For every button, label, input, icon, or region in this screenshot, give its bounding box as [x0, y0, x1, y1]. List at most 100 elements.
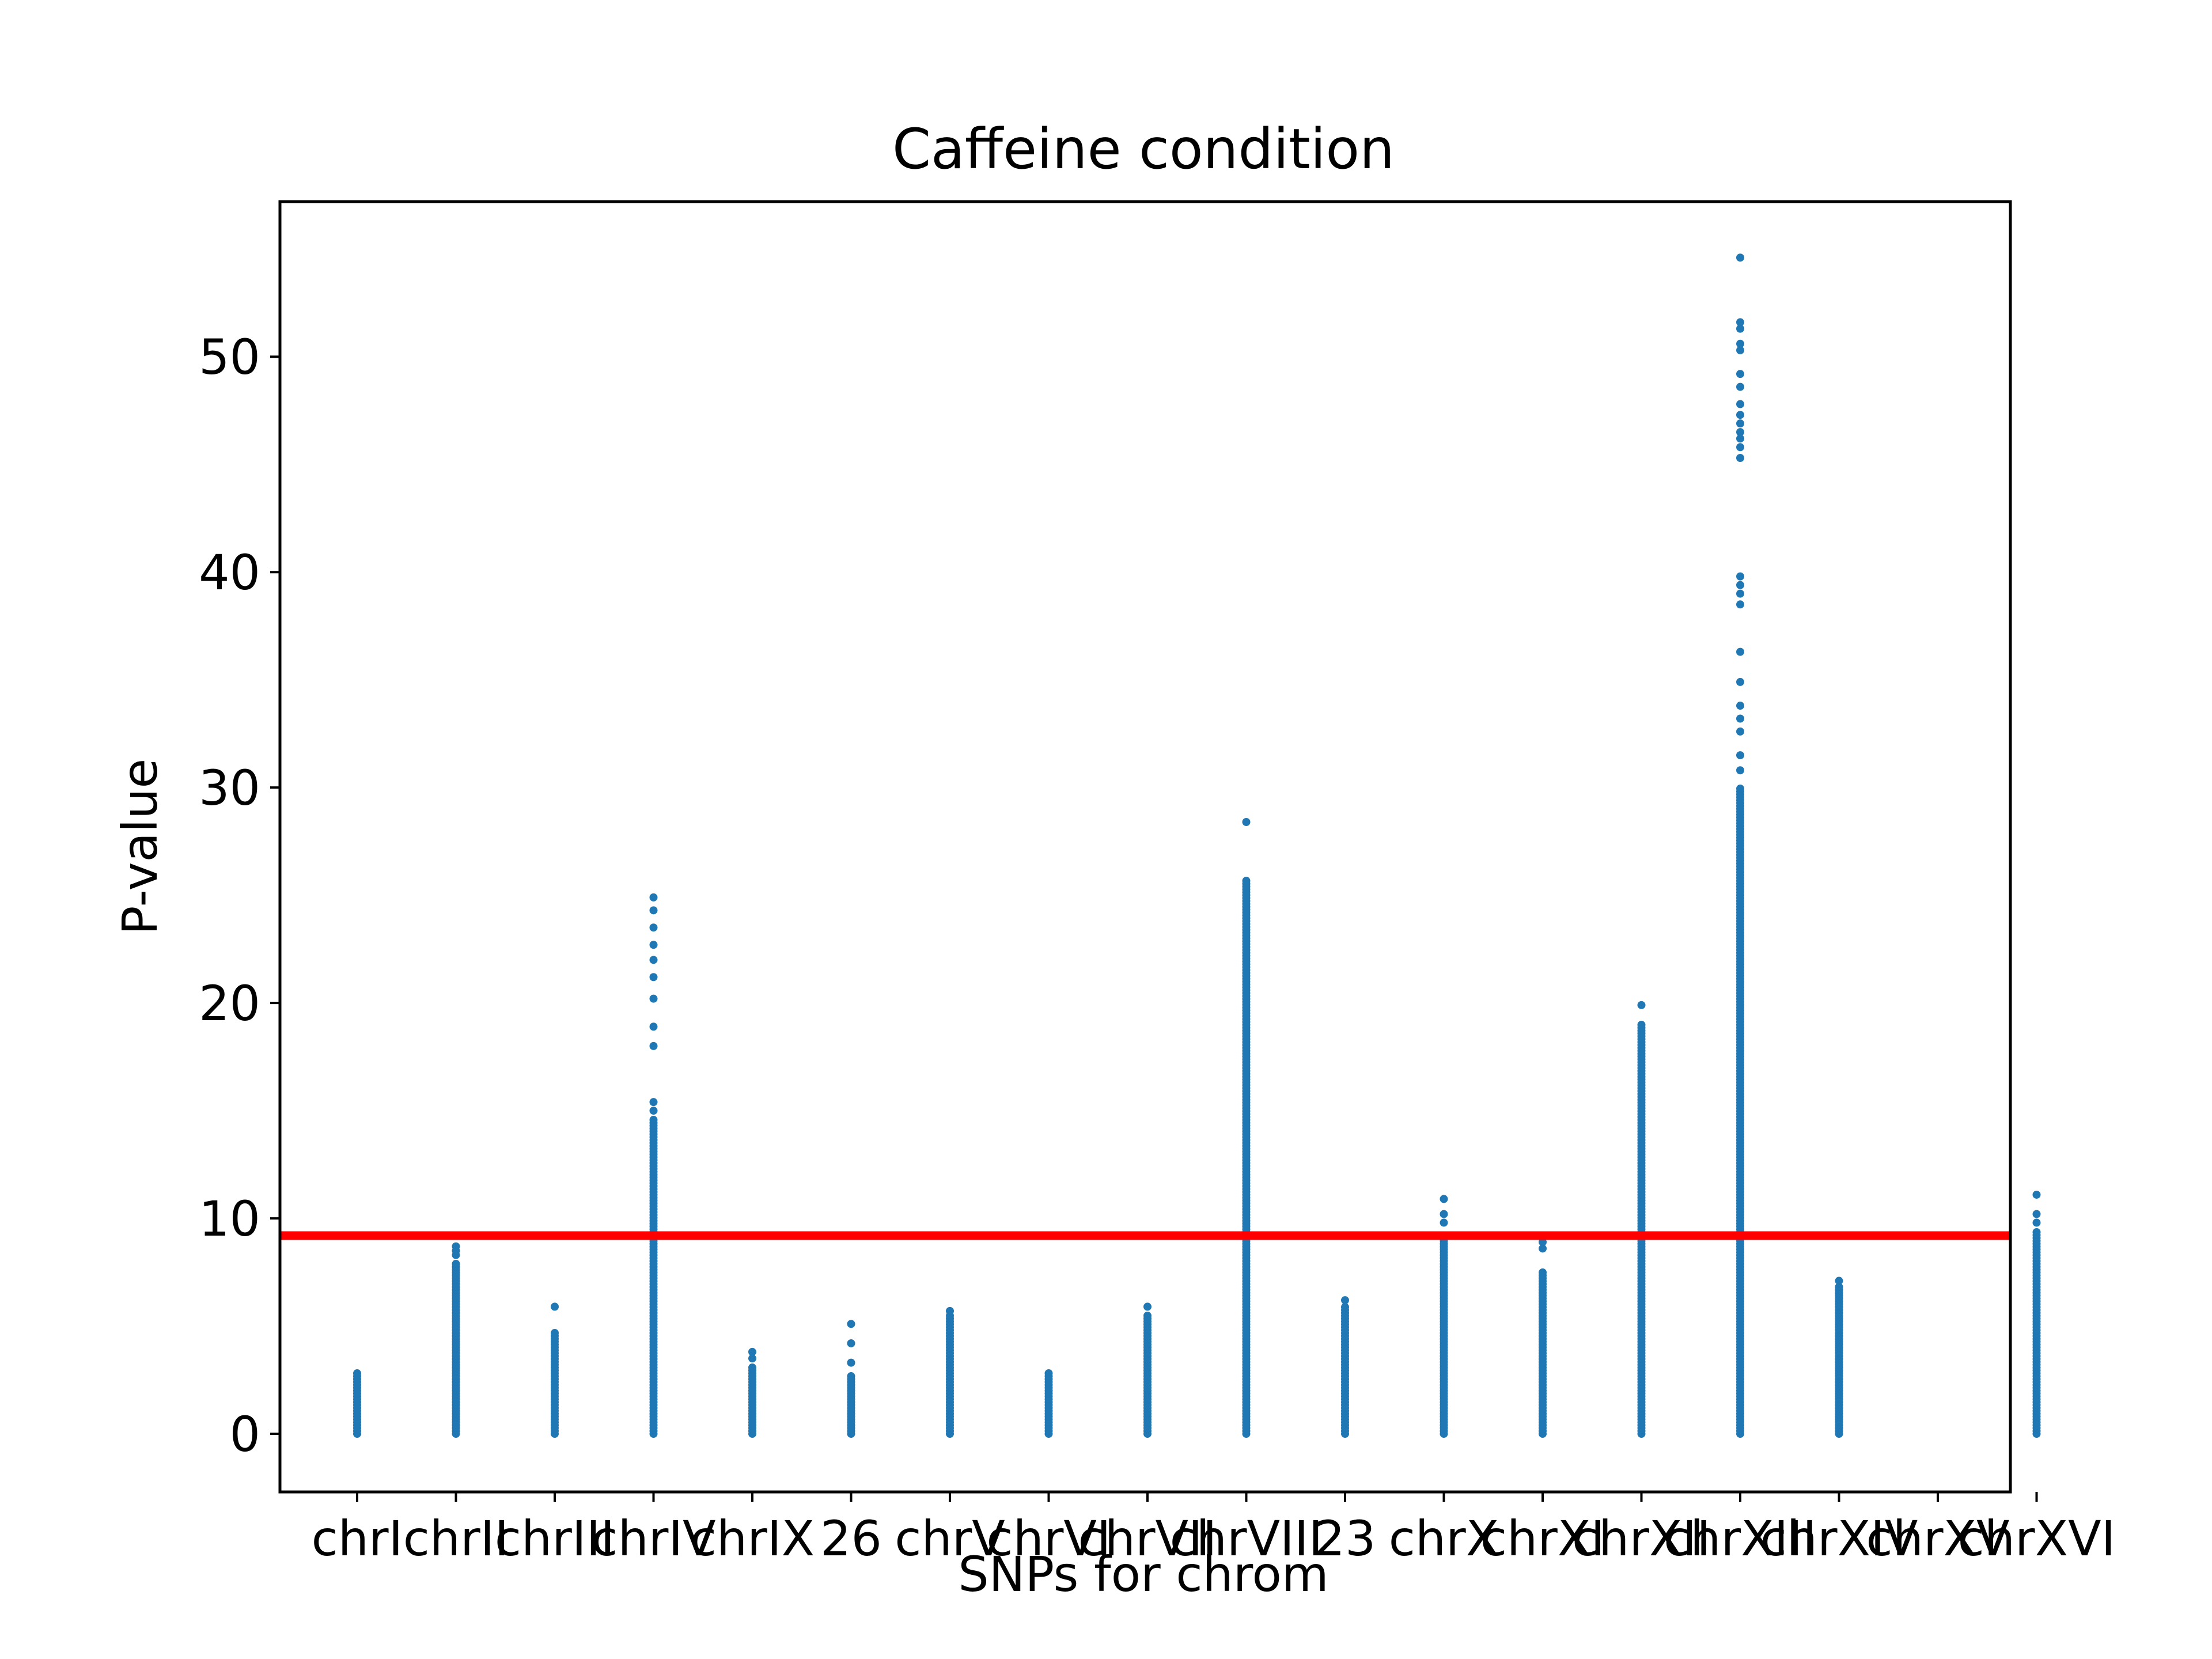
x-tick-label: chrXII	[1572, 1510, 1711, 1567]
x-tick-label: chrVII	[1078, 1510, 1217, 1567]
x-tick-label: chrI	[312, 1510, 403, 1567]
data-point	[1736, 346, 1744, 355]
data-point	[847, 1358, 855, 1367]
data-point	[1736, 443, 1744, 452]
data-point	[551, 1302, 559, 1311]
x-tick-label: chrXIV	[1760, 1510, 1918, 1567]
data-point	[1736, 253, 1744, 262]
x-tick-label: chrXV	[1866, 1510, 2010, 1567]
data-point	[1440, 1218, 1448, 1227]
data-point	[1736, 370, 1744, 378]
data-point	[649, 1098, 658, 1107]
data-point	[748, 1347, 756, 1356]
data-point	[1736, 702, 1744, 710]
data-point	[649, 1107, 658, 1115]
x-tick-label: 26	[820, 1510, 882, 1567]
data-point	[1242, 817, 1251, 826]
x-tick-label: chrIII	[495, 1510, 615, 1567]
data-point	[1440, 1210, 1448, 1218]
data-point	[847, 1339, 855, 1347]
data-point	[1736, 727, 1744, 736]
data-point	[2032, 1228, 2041, 1237]
y-axis: 0 10 20 30 40 50	[199, 329, 280, 1463]
data-point	[1736, 714, 1744, 723]
x-axis-label: SNPs for chrom	[958, 1546, 1328, 1603]
snp-column-chrVI	[1044, 1369, 1053, 1438]
x-tick-label: chrXI	[1480, 1510, 1605, 1567]
data-point	[649, 956, 658, 964]
data-point	[1736, 751, 1744, 760]
data-point	[649, 1022, 658, 1031]
snp-column-chrVII	[1143, 1302, 1152, 1438]
snp-column-chrXIV	[1835, 1277, 1843, 1438]
data-point	[1736, 677, 1744, 686]
data-point	[1341, 1303, 1349, 1312]
data-point	[452, 1260, 460, 1268]
data-point	[649, 1041, 658, 1050]
snp-column-23	[1341, 1296, 1349, 1438]
chart-title: Caffeine condition	[892, 117, 1395, 181]
data-point	[1736, 411, 1744, 419]
y-tick-label: 40	[199, 544, 260, 601]
x-tick-label: chrXVI	[1958, 1510, 2116, 1567]
data-point	[847, 1320, 855, 1328]
data-point	[748, 1363, 756, 1372]
snp-column-chrXII	[1637, 1001, 1646, 1438]
x-tick-label: chrIX	[690, 1510, 815, 1567]
data-point	[2032, 1218, 2041, 1227]
snp-column-chrV	[946, 1306, 954, 1438]
data-point	[748, 1354, 756, 1363]
data-point	[2032, 1190, 2041, 1199]
data-point	[1143, 1302, 1152, 1311]
snp-column-chrXVI	[2032, 1190, 2041, 1438]
x-tick-label: chrIV	[591, 1510, 715, 1567]
data-point	[1736, 324, 1744, 333]
x-tick-label: chrII	[403, 1510, 509, 1567]
data-point	[1835, 1277, 1843, 1285]
y-tick-label: 0	[230, 1406, 260, 1463]
data-point	[649, 941, 658, 949]
data-point	[1736, 600, 1744, 609]
y-tick-label: 20	[199, 975, 260, 1032]
data-point	[1736, 572, 1744, 581]
data-point	[649, 973, 658, 982]
data-point	[1637, 1021, 1646, 1029]
x-tick-label: chrVIII	[1170, 1510, 1323, 1567]
snp-column-chrII	[452, 1242, 460, 1438]
y-tick-label: 50	[199, 329, 260, 385]
data-point	[1242, 877, 1251, 885]
x-tick-label: chrXIII	[1664, 1510, 1817, 1567]
data-point	[649, 994, 658, 1003]
data-point	[1736, 454, 1744, 463]
data-point	[1736, 589, 1744, 598]
data-point	[353, 1369, 361, 1378]
snp-column-chrVIII	[1242, 817, 1251, 1438]
data-point	[649, 1116, 658, 1124]
snp-column-26	[847, 1320, 855, 1438]
data-point	[1736, 766, 1744, 775]
snp-column-chrIII	[551, 1302, 559, 1438]
y-tick-label: 10	[199, 1191, 260, 1247]
data-point	[649, 893, 658, 902]
x-tick-label: chrX	[1389, 1510, 1499, 1567]
data-point	[551, 1329, 559, 1338]
data-point	[1736, 647, 1744, 656]
data-point	[1835, 1283, 1843, 1291]
snp-column-chrI	[353, 1369, 361, 1438]
data-point	[1341, 1296, 1349, 1305]
data-point	[847, 1372, 855, 1381]
data-point	[2032, 1210, 2041, 1218]
data-point	[1440, 1195, 1448, 1203]
data-point	[1736, 419, 1744, 428]
data-point	[1736, 400, 1744, 408]
snp-column-chrIX	[748, 1347, 756, 1438]
data-point	[1143, 1312, 1152, 1320]
data-point	[1736, 318, 1744, 327]
data-point	[1736, 434, 1744, 443]
data-point	[1539, 1268, 1547, 1277]
snp-column-chrXI	[1539, 1238, 1547, 1438]
data-point	[649, 906, 658, 915]
